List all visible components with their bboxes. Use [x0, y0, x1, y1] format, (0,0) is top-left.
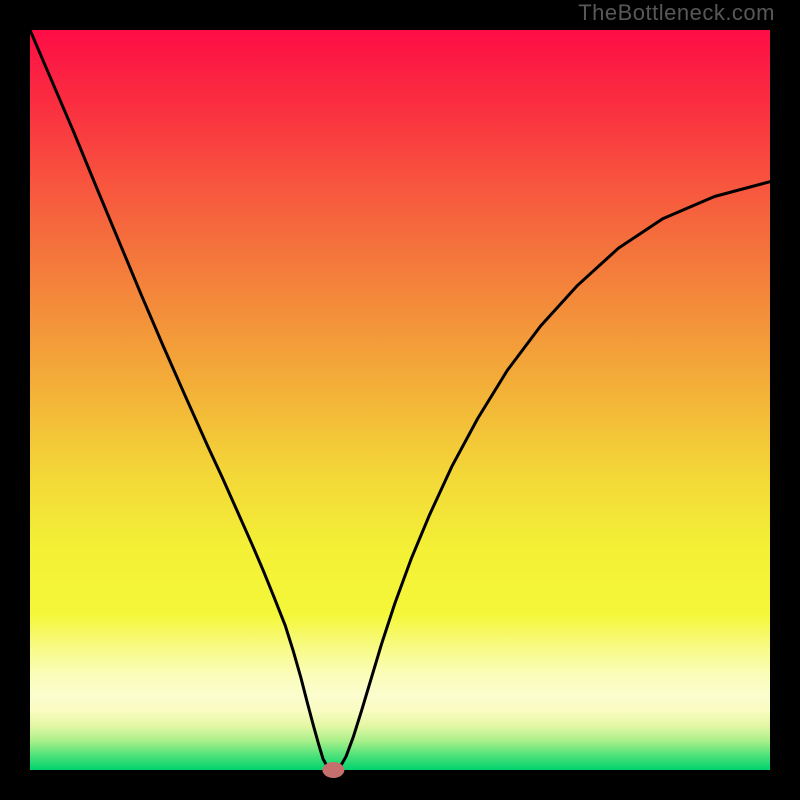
optimal-point-marker: [322, 762, 344, 778]
chart-svg: [0, 0, 800, 800]
watermark-text: TheBottleneck.com: [578, 0, 775, 26]
plot-background: [30, 30, 770, 770]
chart-frame: TheBottleneck.com: [0, 0, 800, 800]
